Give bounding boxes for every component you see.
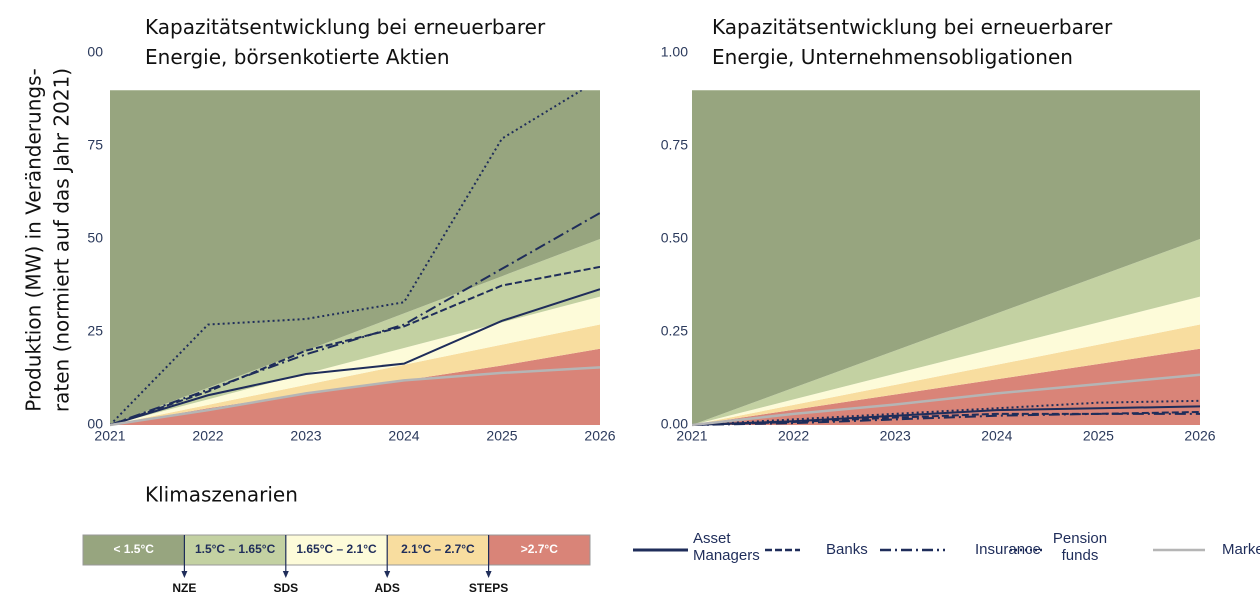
scenario-label: >2.7°C xyxy=(521,542,558,556)
scenario-swatch xyxy=(184,535,286,565)
legend-label: Banks xyxy=(826,541,868,558)
marker-arrow xyxy=(181,571,188,578)
scenario-frame xyxy=(82,534,591,566)
y-tick-label: 0.75 xyxy=(661,137,688,153)
x-tick-label: 2025 xyxy=(1083,428,1114,444)
scenario-label: 1.65°C – 2.1°C xyxy=(296,542,377,556)
x-tick-label: 2024 xyxy=(981,428,1012,444)
scenario-band xyxy=(692,296,1200,425)
scenario-swatch xyxy=(285,535,388,565)
x-tick-label: 2024 xyxy=(388,428,419,444)
marker-arrow xyxy=(282,571,289,578)
marker-arrow xyxy=(485,571,492,578)
marker-arrow xyxy=(384,571,391,578)
y-tick-label: 00 xyxy=(87,416,103,432)
x-tick-label: 2022 xyxy=(778,428,809,444)
y-tick-label: 0.25 xyxy=(661,323,688,339)
x-tick-label: 2026 xyxy=(1184,428,1215,444)
scenario-swatch xyxy=(488,535,590,565)
chart-title: Kapazitätsentwicklung bei erneuerbarer E… xyxy=(712,15,1113,69)
y-tick-label: 50 xyxy=(87,230,103,246)
marker-label: SDS xyxy=(273,581,298,595)
series-line xyxy=(110,90,600,426)
x-tick-label: 2026 xyxy=(584,428,615,444)
x-tick-label: 2025 xyxy=(486,428,517,444)
series-line xyxy=(692,373,1200,427)
legend-title: Klimaszenarien xyxy=(145,483,298,507)
chart-title: Kapazitätsentwicklung bei erneuerbarer E… xyxy=(145,15,546,69)
y-tick-label: 0.50 xyxy=(661,230,688,246)
legend-label: Asset Managers xyxy=(693,530,760,564)
marker-label: STEPS xyxy=(469,581,508,595)
y-tick-label: 1.00 xyxy=(661,44,688,60)
series-line xyxy=(692,412,1200,426)
series-line xyxy=(110,366,600,427)
x-tick-label: 2023 xyxy=(290,428,321,444)
legend-label: Market xyxy=(1222,541,1260,558)
y-axis-label: Produktion (MW) in Veränderungs- xyxy=(22,68,46,411)
x-tick-label: 2022 xyxy=(192,428,223,444)
scenario-swatch xyxy=(83,535,185,565)
x-tick-label: 2021 xyxy=(676,428,707,444)
y-tick-label: 00 xyxy=(87,44,103,60)
scenario-band xyxy=(692,90,1200,425)
scenario-band xyxy=(110,296,600,425)
scenario-label: 1.5°C – 1.65°C xyxy=(195,542,276,556)
scenario-swatch xyxy=(387,535,489,565)
series-line xyxy=(110,288,600,426)
marker-label: ADS xyxy=(375,581,400,595)
x-tick-label: 2021 xyxy=(94,428,125,444)
scenario-label: < 1.5°C xyxy=(113,542,154,556)
legend-label: Pension funds xyxy=(1052,530,1108,564)
legend-label: Insurance xyxy=(975,541,1041,558)
y-tick-label: 25 xyxy=(87,323,103,339)
scenario-label: 2.1°C – 2.7°C xyxy=(401,542,475,556)
y-tick-label: 0.00 xyxy=(661,416,688,432)
scenario-band xyxy=(110,90,600,425)
series-line xyxy=(110,212,600,426)
marker-label: NZE xyxy=(172,581,196,595)
x-tick-label: 2023 xyxy=(880,428,911,444)
y-tick-label: 75 xyxy=(87,137,103,153)
y-axis-label: raten (normiert auf das Jahr 2021) xyxy=(50,68,74,412)
